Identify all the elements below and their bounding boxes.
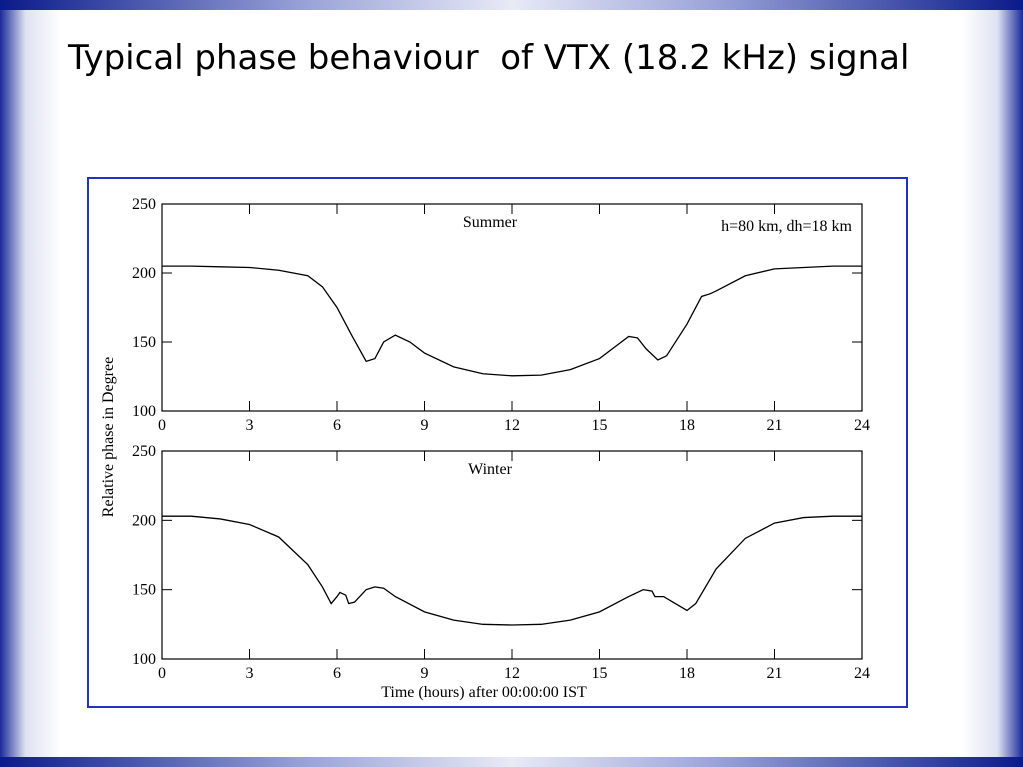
y-tick-label: 250 bbox=[132, 443, 156, 460]
figure-frame bbox=[87, 177, 908, 708]
x-tick-label: 0 bbox=[158, 665, 166, 682]
slide-band bbox=[0, 757, 1023, 767]
x-tick-label: 3 bbox=[246, 417, 254, 434]
x-tick-label: 15 bbox=[592, 417, 608, 434]
x-tick-label: 15 bbox=[592, 665, 608, 682]
y-tick-label: 100 bbox=[132, 403, 156, 420]
panel-title: Winter bbox=[468, 461, 512, 478]
y-tick-label: 200 bbox=[132, 512, 156, 529]
x-axis-label: Time (hours) after 00:00:00 IST bbox=[381, 684, 587, 701]
x-tick-label: 9 bbox=[421, 665, 429, 682]
x-tick-label: 6 bbox=[333, 417, 341, 434]
x-tick-label: 24 bbox=[854, 417, 870, 434]
y-axis-label: Relative phase in Degree bbox=[100, 357, 117, 517]
x-tick-label: 9 bbox=[421, 417, 429, 434]
x-tick-label: 12 bbox=[504, 417, 520, 434]
x-tick-label: 3 bbox=[246, 665, 254, 682]
y-tick-label: 150 bbox=[132, 334, 156, 351]
panel-title: Summer bbox=[463, 214, 518, 231]
x-tick-label: 6 bbox=[333, 665, 341, 682]
x-tick-label: 12 bbox=[504, 665, 520, 682]
x-tick-label: 21 bbox=[767, 665, 783, 682]
annotation: h=80 km, dh=18 km bbox=[721, 218, 852, 235]
y-tick-label: 100 bbox=[132, 651, 156, 668]
x-tick-label: 0 bbox=[158, 417, 166, 434]
slide-title: Typical phase behaviour of VTX (18.2 kHz… bbox=[68, 38, 910, 78]
data-line bbox=[162, 265, 862, 377]
x-tick-label: 18 bbox=[679, 665, 695, 682]
y-tick-label: 200 bbox=[132, 265, 156, 282]
y-tick-label: 250 bbox=[132, 196, 156, 213]
slide-band bbox=[0, 0, 1023, 10]
x-tick-label: 24 bbox=[854, 665, 870, 682]
data-line bbox=[162, 515, 862, 626]
y-tick-label: 150 bbox=[132, 582, 156, 599]
x-tick-label: 21 bbox=[767, 417, 783, 434]
x-tick-label: 18 bbox=[679, 417, 695, 434]
